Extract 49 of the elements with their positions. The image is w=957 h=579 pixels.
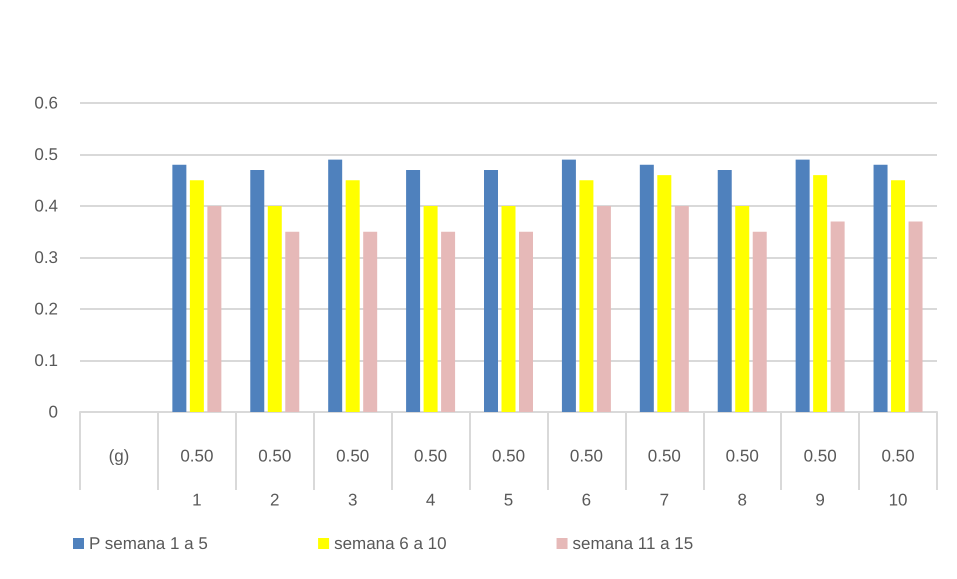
bar [190, 180, 204, 412]
legend-label: semana 11 a 15 [572, 534, 694, 553]
bar [406, 170, 420, 412]
bar [579, 180, 594, 412]
bar [363, 232, 378, 412]
y-tick-label: 0.6 [34, 94, 58, 112]
bar [484, 170, 498, 412]
bar [328, 160, 342, 412]
bar [519, 232, 533, 412]
bar [346, 180, 360, 412]
y-tick-label: 0.1 [34, 351, 58, 370]
bar [172, 164, 186, 412]
bar [441, 232, 456, 412]
legend-label: P semana 1 a 5 [89, 534, 208, 553]
bar [752, 232, 767, 412]
bar [718, 170, 732, 412]
x-tick-label: (g) [108, 446, 130, 466]
bar [640, 164, 654, 412]
category-label: 0.50 10 [882, 446, 915, 510]
category-label: 0.50 9 [804, 446, 837, 510]
bar [874, 164, 888, 412]
bar [596, 206, 611, 412]
bar [657, 175, 672, 412]
y-tick-label: 0 [48, 402, 58, 422]
bar [796, 160, 810, 412]
legend-label: semana 6 a 10 [334, 534, 447, 553]
bar [891, 180, 906, 412]
bar [268, 206, 282, 412]
bar [562, 160, 576, 412]
category-label: 0.50 5 [492, 446, 526, 510]
bar [908, 221, 923, 412]
y-tick-label: 0.2 [34, 300, 58, 318]
y-tick-label: 0.4 [34, 196, 58, 216]
category-label: 0.50 4 [414, 446, 448, 510]
bar [424, 206, 438, 412]
y-tick-label: 0.3 [34, 248, 58, 267]
category-label: 0.50 7 [648, 446, 681, 510]
category-label: 0.50 2 [258, 446, 292, 510]
y-tick-label: 0.5 [34, 145, 58, 164]
bar [207, 206, 222, 412]
bar [830, 221, 845, 412]
bar [285, 232, 300, 412]
category-label: 0.50 8 [726, 446, 759, 510]
bar [502, 206, 516, 412]
bar [735, 206, 750, 412]
bar [674, 206, 689, 412]
category-label: 0.50 1 [180, 446, 214, 510]
bar [250, 170, 264, 412]
bar [813, 175, 828, 412]
